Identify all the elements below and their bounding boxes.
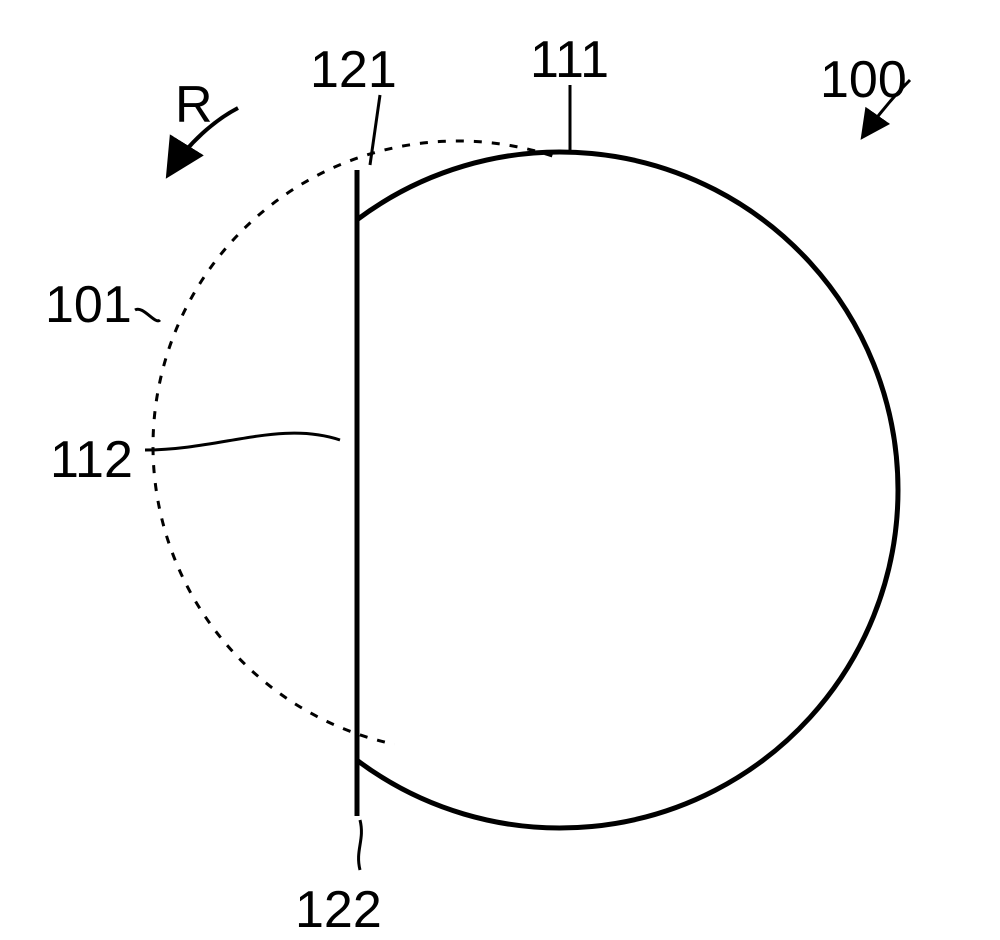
leader-121 xyxy=(370,95,380,165)
technical-diagram xyxy=(0,0,1000,937)
label-112: 112 xyxy=(50,430,133,490)
label-111: 111 xyxy=(530,30,609,90)
leader-122 xyxy=(359,820,362,870)
leader-112 xyxy=(145,433,340,450)
label-122: 122 xyxy=(295,880,382,940)
label-r: R xyxy=(175,75,213,135)
leader-101 xyxy=(135,309,160,321)
label-121: 121 xyxy=(310,40,397,100)
label-101: 101 xyxy=(45,275,132,335)
main-circle-arc xyxy=(357,152,898,828)
label-100: 100 xyxy=(820,50,907,110)
